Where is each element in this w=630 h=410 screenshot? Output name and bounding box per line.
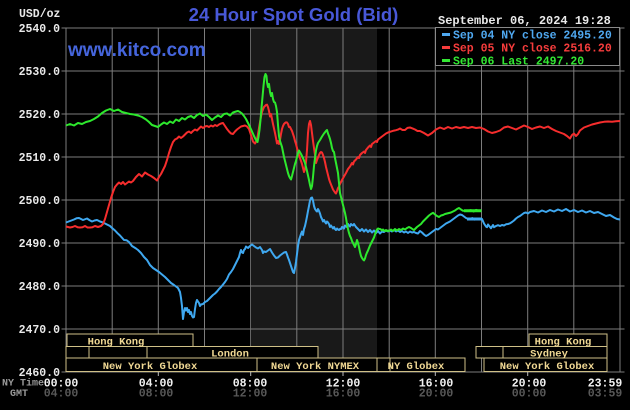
svg-text:16:00: 16:00 bbox=[326, 388, 361, 401]
svg-text:2490.0: 2490.0 bbox=[19, 238, 61, 251]
svg-text:2470.0: 2470.0 bbox=[19, 324, 61, 337]
svg-text:03:59: 03:59 bbox=[588, 388, 623, 401]
svg-text:08:00: 08:00 bbox=[139, 388, 174, 401]
svg-text:2500.0: 2500.0 bbox=[19, 195, 61, 208]
svg-text:New York Globex: New York Globex bbox=[500, 361, 595, 373]
svg-text:Sep 06 Last 2497.20: Sep 06 Last 2497.20 bbox=[453, 56, 584, 69]
svg-text:12:00: 12:00 bbox=[233, 388, 268, 401]
svg-text:24 Hour Spot Gold (Bid): 24 Hour Spot Gold (Bid) bbox=[189, 4, 399, 25]
svg-text:23:59: 23:59 bbox=[588, 378, 623, 391]
svg-text:20:00: 20:00 bbox=[512, 378, 547, 391]
svg-text:September 06, 2024 19:28: September 06, 2024 19:28 bbox=[438, 14, 611, 28]
svg-text:USD/oz: USD/oz bbox=[19, 8, 61, 21]
svg-text:Hong Kong: Hong Kong bbox=[535, 336, 592, 348]
svg-text:16:00: 16:00 bbox=[419, 378, 454, 391]
svg-text:Hong Kong: Hong Kong bbox=[88, 336, 145, 348]
svg-text:04:00: 04:00 bbox=[44, 388, 79, 401]
svg-text:GMT: GMT bbox=[10, 389, 28, 400]
svg-text:12:00: 12:00 bbox=[326, 378, 361, 391]
svg-text:2540.0: 2540.0 bbox=[19, 23, 61, 36]
svg-text:20:00: 20:00 bbox=[419, 388, 454, 401]
svg-text:2480.0: 2480.0 bbox=[19, 281, 61, 294]
svg-text:www.kitco.com: www.kitco.com bbox=[67, 40, 206, 61]
svg-text:08:00: 08:00 bbox=[233, 378, 268, 391]
svg-text:New York NYMEX: New York NYMEX bbox=[271, 361, 360, 373]
svg-text:04:00: 04:00 bbox=[139, 378, 174, 391]
svg-text:London: London bbox=[211, 348, 249, 360]
svg-text:2530.0: 2530.0 bbox=[19, 66, 61, 79]
svg-text:Sep 04 NY close 2495.20: Sep 04 NY close 2495.20 bbox=[453, 30, 612, 43]
svg-text:2520.0: 2520.0 bbox=[19, 109, 61, 122]
svg-text:Sep 05 NY close 2516.20: Sep 05 NY close 2516.20 bbox=[453, 43, 612, 56]
svg-text:NY Time: NY Time bbox=[2, 378, 44, 390]
svg-text:2510.0: 2510.0 bbox=[19, 152, 61, 165]
svg-text:00:00: 00:00 bbox=[44, 378, 79, 391]
svg-text:NY Globex: NY Globex bbox=[388, 361, 445, 373]
svg-text:Sydney: Sydney bbox=[530, 348, 569, 360]
svg-text:00:00: 00:00 bbox=[512, 388, 547, 401]
svg-text:New York Globex: New York Globex bbox=[103, 361, 198, 373]
svg-text:2460.0: 2460.0 bbox=[19, 367, 61, 380]
